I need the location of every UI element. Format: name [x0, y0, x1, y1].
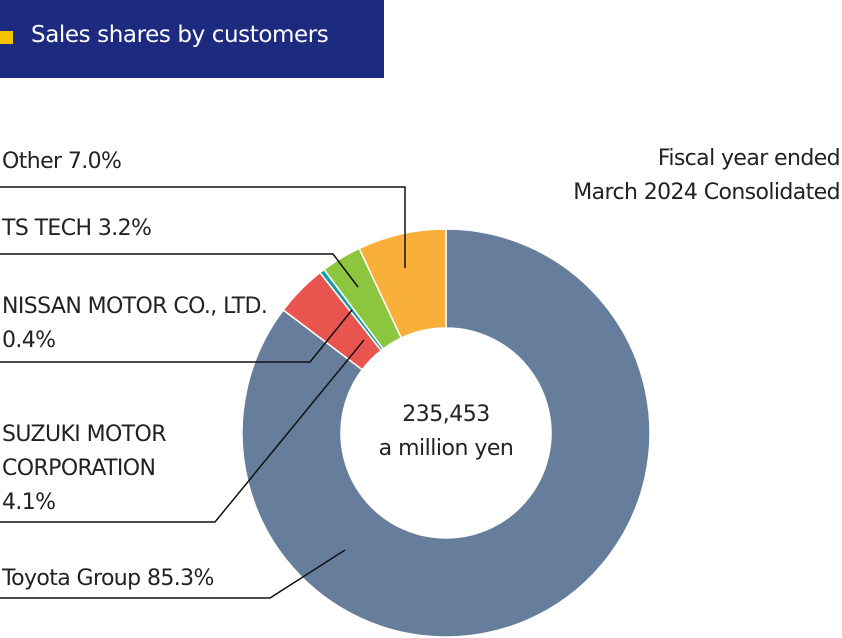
category-label: TS TECH — [2, 216, 92, 241]
leader-line — [0, 253, 359, 288]
note: Fiscal year ended — [657, 146, 841, 171]
value-label: 0.4% — [2, 328, 56, 353]
donut-slice — [358, 228, 447, 339]
leader-line — [0, 309, 353, 363]
leader-line — [0, 339, 365, 523]
slice-label: SUZUKI MOTOR CORPORATION 4.1% — [2, 418, 202, 520]
value-label: 7.0% — [67, 149, 122, 174]
slice-label: Toyota Group 85.3% — [2, 562, 214, 596]
slice-label: TS TECH 3.2% — [2, 212, 152, 246]
category-label: Other — [2, 149, 62, 174]
chart-title: Sales shares by customers — [31, 22, 329, 48]
category-label: NISSAN MOTOR CO., LTD. — [2, 294, 268, 319]
center-value: 235,453 — [402, 402, 490, 427]
donut-slice — [241, 228, 651, 638]
slice-label: Other 7.0% — [2, 145, 122, 179]
value-label: 3.2% — [97, 216, 152, 241]
center-unit: a million yen — [378, 436, 514, 461]
leader-line — [0, 186, 406, 268]
header: Sales shares by customers — [0, 0, 384, 78]
note: March 2024 Consolidated — [573, 180, 840, 205]
slice-label: NISSAN MOTOR CO., LTD. 0.4% — [2, 290, 268, 358]
leader-line — [0, 549, 346, 599]
category-label: Toyota Group — [2, 566, 141, 591]
value-label: 4.1% — [2, 490, 56, 515]
value-label: 85.3% — [146, 566, 214, 591]
header-marker — [0, 31, 13, 44]
category-label: SUZUKI MOTOR CORPORATION — [2, 422, 167, 481]
